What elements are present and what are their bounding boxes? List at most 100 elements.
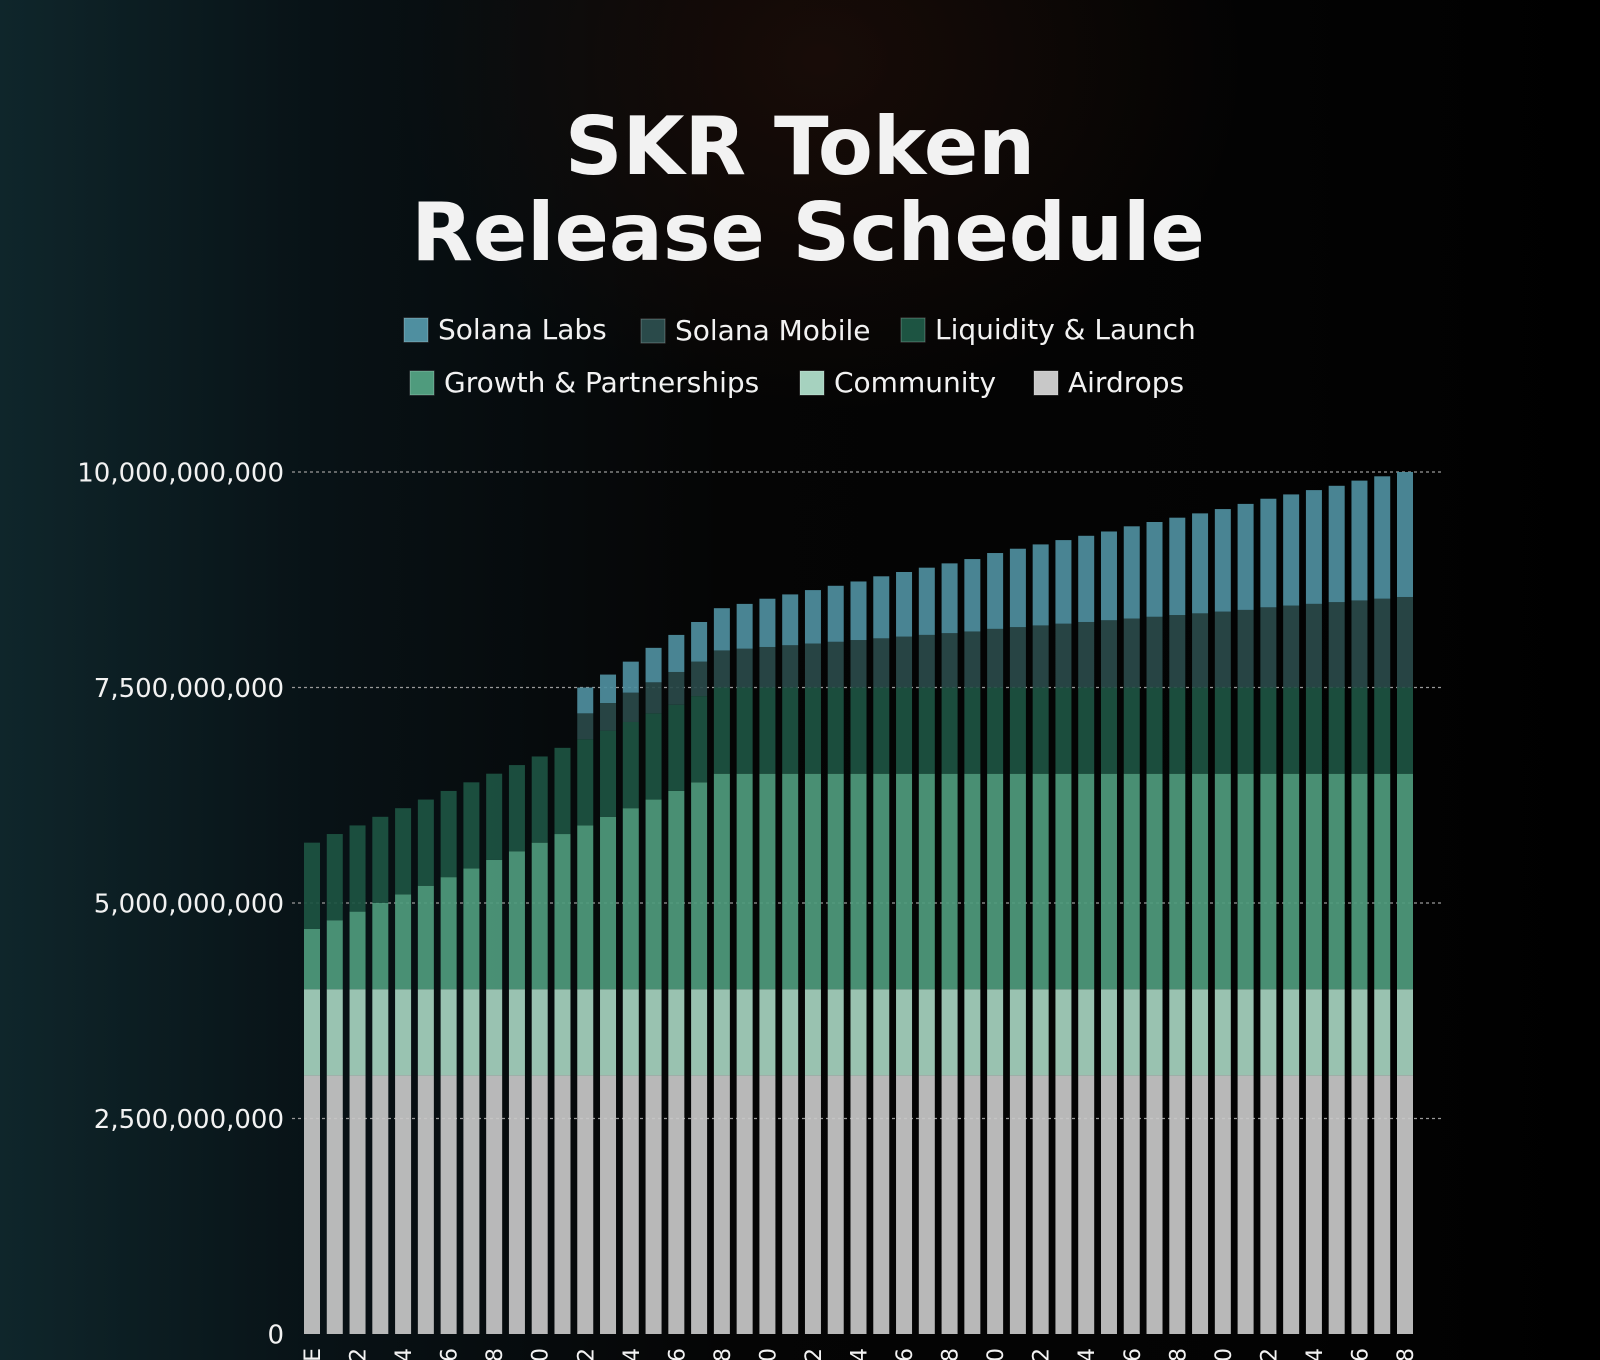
bar-segment (463, 989, 480, 1076)
x-tick-label: 38 (1166, 1348, 1191, 1360)
bar-segment (1169, 615, 1186, 688)
bar-segment (987, 989, 1004, 1076)
bar-segment (691, 989, 708, 1076)
bar-segment (417, 799, 434, 886)
bar-segment (1374, 687, 1391, 774)
x-tick-label: 6 (438, 1348, 463, 1360)
bar-segment (1009, 687, 1026, 774)
bar-segment (782, 773, 799, 990)
bar-segment (440, 877, 457, 990)
bar-segment (896, 1075, 913, 1334)
bar-segment (1237, 1075, 1254, 1334)
bar-segment (691, 621, 708, 662)
bar-segment (804, 989, 821, 1076)
bar-segment (1192, 1075, 1209, 1334)
bar-segment (782, 645, 799, 688)
bar-segment (577, 825, 594, 990)
bar-segment (736, 648, 753, 688)
bar-segment (304, 842, 320, 929)
bar-segment (1328, 1075, 1345, 1334)
bar-segment (1192, 687, 1209, 774)
bar-segment (964, 687, 981, 774)
bar-segment (1328, 773, 1345, 990)
bar-segment (941, 633, 958, 688)
bar-segment (964, 1075, 981, 1334)
bar-segment (1260, 607, 1277, 688)
bar-segment (1146, 616, 1163, 688)
bar-segment (896, 687, 913, 774)
bar-segment (827, 1075, 844, 1334)
x-tick-label: 22 (802, 1348, 827, 1360)
x-tick-label: 26 (893, 1348, 918, 1360)
bar-segment (645, 799, 662, 990)
bar-segment (759, 773, 776, 990)
bar-segment (1192, 773, 1209, 990)
x-tick-label: 18 (711, 1348, 736, 1360)
y-tick-label: 0 (267, 1321, 284, 1351)
bar-segment (1100, 773, 1117, 990)
bar-segment (918, 773, 935, 990)
bar-segment (600, 674, 617, 704)
bar-segment (1032, 687, 1049, 774)
bar-segment (964, 559, 981, 632)
bar-segment (1328, 485, 1345, 603)
legend-label: Community (834, 366, 996, 399)
bar-segment (1078, 1075, 1095, 1334)
bar-segment (941, 563, 958, 634)
bar-segment (622, 808, 639, 990)
bar-segment (1260, 773, 1277, 990)
bar-segment (1055, 1075, 1072, 1334)
bar-segment (395, 1075, 412, 1334)
bar-segment (987, 1075, 1004, 1334)
bar-segment (918, 1075, 935, 1334)
bar-segment (1100, 620, 1117, 688)
bar-segment (713, 773, 730, 990)
bar-segment (622, 661, 639, 693)
bar-segment (918, 989, 935, 1076)
bar-segment (918, 687, 935, 774)
bar-segment (1146, 521, 1163, 617)
bar-segment (1146, 1075, 1163, 1334)
bar-segment (713, 989, 730, 1076)
bar-segment (326, 834, 343, 921)
bar-segment (850, 989, 867, 1076)
bar-segment (873, 687, 890, 774)
bar-segment (987, 687, 1004, 774)
bar-segment (600, 816, 617, 990)
bar-segment (372, 903, 389, 990)
bar-segment (1214, 611, 1231, 688)
bar-segment (896, 989, 913, 1076)
bar-segment (395, 808, 412, 895)
bar-segment (668, 634, 685, 672)
bar-segment (1305, 989, 1322, 1076)
bar-segment (873, 989, 890, 1076)
bar-segment (804, 1075, 821, 1334)
bar-segment (1283, 773, 1300, 990)
x-tick-label: TGE (301, 1348, 326, 1360)
x-tick-label: 34 (1075, 1348, 1100, 1360)
bar-segment (440, 989, 457, 1076)
bar-segment (759, 598, 776, 647)
y-tick-label: 7,500,000,000 (94, 674, 284, 704)
bar-segment (577, 713, 594, 740)
bar-segment (440, 1075, 457, 1334)
bar-segment (1100, 531, 1117, 621)
bar-segment (1237, 503, 1254, 610)
bar-segment (622, 989, 639, 1076)
bar-segment (896, 636, 913, 688)
bar-segment (691, 1075, 708, 1334)
bar-segment (1146, 687, 1163, 774)
bar-segment (1078, 687, 1095, 774)
bar-segment (1055, 989, 1072, 1076)
bar-segment (1283, 687, 1300, 774)
x-tick-label: 12 (574, 1348, 599, 1360)
bar-segment (1123, 618, 1140, 688)
bar-segment (622, 1075, 639, 1334)
y-tick-label: 5,000,000,000 (94, 890, 284, 920)
bar-segment (645, 713, 662, 800)
bar-segment (736, 1075, 753, 1334)
bar-segment (1351, 687, 1368, 774)
bar-segment (486, 989, 503, 1076)
x-tick-label: 48 (1394, 1348, 1419, 1360)
bar-segment (987, 553, 1004, 629)
